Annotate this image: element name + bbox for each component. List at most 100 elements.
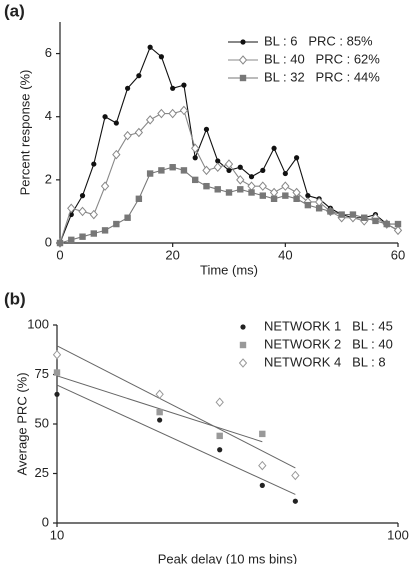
y-tick-label: 4: [45, 108, 52, 123]
marker: [216, 432, 223, 440]
marker: [259, 482, 265, 488]
marker: [53, 369, 61, 376]
marker: [89, 209, 98, 220]
marker: [192, 155, 198, 161]
x-tick-label: 10: [50, 527, 64, 542]
marker: [134, 127, 144, 138]
panel-label: (a): [4, 1, 25, 20]
x-tick-label: 100: [387, 527, 409, 542]
marker: [147, 44, 153, 50]
marker: [192, 176, 199, 184]
marker: [158, 54, 164, 60]
marker: [291, 470, 300, 481]
marker: [146, 170, 154, 177]
marker: [349, 211, 357, 218]
legend-label: NETWORK 2 BL : 40: [264, 336, 393, 351]
marker: [79, 233, 86, 240]
marker: [169, 164, 176, 171]
marker: [247, 181, 256, 191]
marker: [259, 192, 266, 199]
marker: [78, 206, 87, 217]
marker: [237, 164, 243, 170]
marker: [90, 230, 97, 237]
marker: [54, 391, 60, 397]
marker: [258, 460, 267, 471]
marker: [123, 130, 132, 141]
marker: [168, 108, 177, 119]
marker: [338, 211, 345, 218]
marker: [248, 174, 255, 180]
marker: [236, 175, 245, 185]
marker: [181, 82, 187, 88]
marker: [225, 189, 233, 196]
marker: [157, 108, 166, 119]
marker: [315, 205, 323, 212]
marker: [203, 182, 210, 190]
marker: [67, 203, 76, 214]
marker: [292, 187, 301, 198]
trendline: [56, 384, 296, 495]
x-tick-label: 0: [56, 247, 63, 262]
marker: [100, 181, 110, 191]
trendline: [56, 375, 263, 443]
marker: [91, 161, 97, 167]
marker: [393, 225, 403, 236]
marker: [383, 220, 390, 228]
marker: [259, 430, 266, 438]
x-tick-label: 60: [391, 247, 405, 262]
marker: [203, 126, 210, 132]
legend-marker: [240, 324, 246, 330]
y-tick-label: 100: [27, 316, 49, 331]
marker: [215, 158, 221, 164]
marker: [102, 114, 108, 120]
marker: [293, 195, 300, 202]
marker: [52, 349, 62, 360]
y-tick-label: 75: [35, 366, 49, 381]
marker: [125, 85, 131, 91]
legend-marker: [240, 39, 246, 45]
marker: [56, 239, 64, 247]
x-tick-label: 20: [165, 247, 179, 262]
x-tick-label: 40: [278, 247, 292, 262]
marker: [113, 120, 119, 126]
marker: [113, 220, 120, 228]
legend-label: BL : 40 PRC : 62%: [264, 51, 380, 66]
marker: [224, 159, 234, 169]
y-tick-label: 25: [35, 465, 49, 480]
marker: [217, 447, 223, 453]
marker: [248, 189, 255, 196]
legend-label: BL : 6 PRC : 85%: [264, 33, 373, 48]
marker: [260, 167, 266, 173]
x-axis-label: Peak delay (10 ms bins): [158, 551, 297, 564]
marker: [202, 165, 211, 176]
marker: [226, 167, 232, 173]
legend-marker: [238, 358, 248, 368]
marker: [68, 236, 75, 244]
marker: [79, 193, 86, 199]
line: [59, 109, 399, 244]
marker: [372, 217, 379, 225]
marker: [327, 208, 334, 215]
marker: [270, 195, 278, 202]
marker: [361, 214, 368, 221]
marker: [394, 220, 402, 228]
y-axis-label: Percent response (%): [17, 70, 32, 196]
x-axis-label: Time (ms): [200, 262, 258, 277]
marker: [237, 186, 244, 193]
marker: [281, 181, 290, 191]
y-tick-label: 0: [42, 514, 49, 529]
marker: [191, 143, 200, 154]
y-axis-label: Average PRC (%): [14, 372, 29, 475]
marker: [112, 149, 121, 160]
marker: [145, 115, 155, 125]
marker: [179, 105, 189, 116]
marker: [215, 397, 224, 407]
marker: [282, 192, 289, 199]
legend-label: NETWORK 1 BL : 45: [264, 318, 393, 333]
marker: [213, 162, 222, 172]
marker: [170, 85, 176, 91]
marker: [282, 170, 288, 177]
marker: [158, 167, 165, 174]
panel-label: (b): [4, 289, 26, 308]
